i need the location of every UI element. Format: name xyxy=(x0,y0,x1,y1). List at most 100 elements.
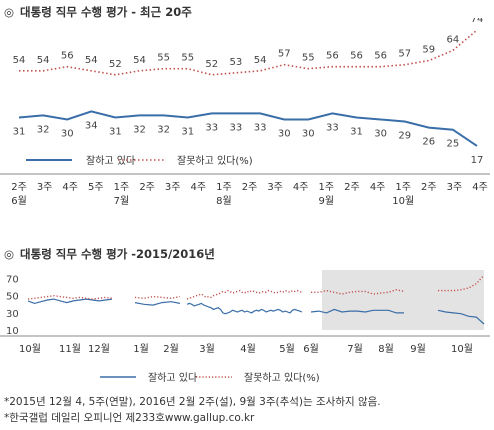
x-tick-week: 4주 xyxy=(62,182,78,193)
x-tick-week: 3주 xyxy=(165,182,181,193)
x-tick-week: 3주 xyxy=(37,182,53,193)
y-tick-label: 10 xyxy=(6,326,19,337)
month-label: 2월 xyxy=(163,343,179,355)
legend-label-disapprove: 잘못하고 있다(%) xyxy=(177,154,253,167)
data-label: 64 xyxy=(447,34,460,45)
legend-label-approve: 잘하고 있다 xyxy=(86,154,135,167)
x-tick-month: 7월 xyxy=(114,195,130,207)
month-label: 10월 xyxy=(451,343,473,355)
bullseye-icon: ◎ xyxy=(4,247,15,261)
y-tick-label: 50 xyxy=(6,292,19,303)
data-label: 55 xyxy=(157,53,170,64)
data-label: 54 xyxy=(133,55,146,66)
x-tick-month: 6월 xyxy=(11,195,27,207)
x-tick-week: 1주 xyxy=(114,182,130,193)
x-tick-week: 2주 xyxy=(344,182,360,193)
x-tick-week: 2주 xyxy=(139,182,155,193)
chart1-plot: 31 32 30 34 31 32 32 31 33 33 33 30 30 33 31 30 29 26 25 17… xyxy=(0,18,490,207)
data-label: 30 xyxy=(61,129,74,140)
data-label: 56 xyxy=(350,51,363,62)
data-label: 56 xyxy=(326,51,339,62)
data-label: 17 xyxy=(471,155,484,166)
series-line-disapprove xyxy=(19,29,478,76)
month-label: 7월 xyxy=(347,343,363,355)
legend2-label-approve: 잘하고 있다 xyxy=(148,371,197,384)
x-tick-week: 1주 xyxy=(395,182,411,193)
data-label: 30 xyxy=(374,129,387,140)
chart1-title: ◎ 대통령 직무 수행 평가 - 최근 20주 xyxy=(4,4,192,20)
data-label: 33 xyxy=(205,122,218,133)
chart2-title-text: 대통령 직무 수행 평가 -2015/2016년 xyxy=(20,247,215,261)
data-label: 33 xyxy=(230,122,243,133)
footnote-2: *한국갤럽 데일리 오피니언 제233호www.gallup.co.kr xyxy=(4,412,255,424)
data-label: 55 xyxy=(181,53,194,64)
data-label: 32 xyxy=(157,124,170,135)
bullseye-icon: ◎ xyxy=(4,5,15,19)
series2-line-disapprove xyxy=(438,274,485,292)
x-tick-week: 4주 xyxy=(370,182,386,193)
x-tick-week: 3주 xyxy=(447,182,463,193)
series2-line-approve xyxy=(310,308,404,314)
x-tick-week: 2주 xyxy=(11,182,27,193)
legend2-label-disapprove: 잘못하고 있다(%) xyxy=(244,371,320,384)
y-tick-label: 30 xyxy=(6,309,19,320)
series2-line-approve xyxy=(437,309,485,325)
data-label: 54 xyxy=(13,55,26,66)
month-label: 6월 xyxy=(303,343,319,355)
chart2-title: ◎ 대통령 직무 수행 평가 -2015/2016년 xyxy=(4,246,215,262)
data-label: 59 xyxy=(422,45,435,56)
data-label: 54 xyxy=(37,55,50,66)
data-label: 53 xyxy=(230,57,243,68)
data-label: 33 xyxy=(254,122,267,133)
month-label: 12월 xyxy=(88,343,110,355)
data-label: 31 xyxy=(109,127,122,138)
month-label: 5월 xyxy=(279,343,295,355)
data-label: 56 xyxy=(374,51,387,62)
data-label: 31 xyxy=(350,127,363,138)
month-label: 9월 xyxy=(410,343,426,355)
month-label: 3월 xyxy=(199,343,215,355)
month-label: 8월 xyxy=(378,343,394,355)
series2-line-disapprove xyxy=(27,294,113,300)
data-label: 32 xyxy=(133,124,146,135)
data-label: 34 xyxy=(85,120,98,131)
x-tick-week: 4주 xyxy=(293,182,309,193)
data-label: 57 xyxy=(398,49,411,60)
data-label: 57 xyxy=(278,49,291,60)
series2-line-approve xyxy=(186,302,303,315)
series-line-approve xyxy=(18,110,478,147)
data-label: 55 xyxy=(302,53,315,64)
x-tick-week: 1주 xyxy=(216,182,232,193)
data-label: 26 xyxy=(422,137,435,148)
x-tick-week: 3주 xyxy=(267,182,283,193)
x-tick-week: 4주 xyxy=(191,182,207,193)
y-tick-label: 70 xyxy=(6,275,19,286)
data-label: 33 xyxy=(326,122,339,133)
x-tick-month: 8월 xyxy=(216,195,232,207)
series2-line-approve xyxy=(134,301,181,306)
series2-line-disapprove xyxy=(134,295,181,300)
data-label: 25 xyxy=(447,139,460,150)
recent-weeks-highlight xyxy=(322,270,484,330)
x-tick-week: 1주 xyxy=(319,182,335,193)
data-label: 30 xyxy=(278,129,291,140)
data-label: 52 xyxy=(109,59,122,70)
month-label: 4월 xyxy=(240,343,256,355)
data-label: 56 xyxy=(61,51,74,62)
month-label: 10월 xyxy=(19,343,41,355)
data-label: 74 xyxy=(471,18,484,25)
x-tick-week: 2주 xyxy=(242,182,258,193)
x-tick-week: 5주 xyxy=(88,182,104,193)
footnote-1: *2015년 12월 4, 5주(연말), 2016년 2월 2주(설), 9월… xyxy=(4,396,381,408)
data-label: 31 xyxy=(13,127,26,138)
data-label: 30 xyxy=(302,129,315,140)
data-label: 29 xyxy=(398,131,411,142)
data-label: 54 xyxy=(254,55,267,66)
series2-line-approve xyxy=(27,298,113,305)
chart1-title-text: 대통령 직무 수행 평가 - 최근 20주 xyxy=(20,5,192,19)
x-tick-week: 2주 xyxy=(421,182,437,193)
series2-line-disapprove xyxy=(186,289,303,300)
data-label: 52 xyxy=(205,59,218,70)
x-tick-week: 4주 xyxy=(472,182,488,193)
